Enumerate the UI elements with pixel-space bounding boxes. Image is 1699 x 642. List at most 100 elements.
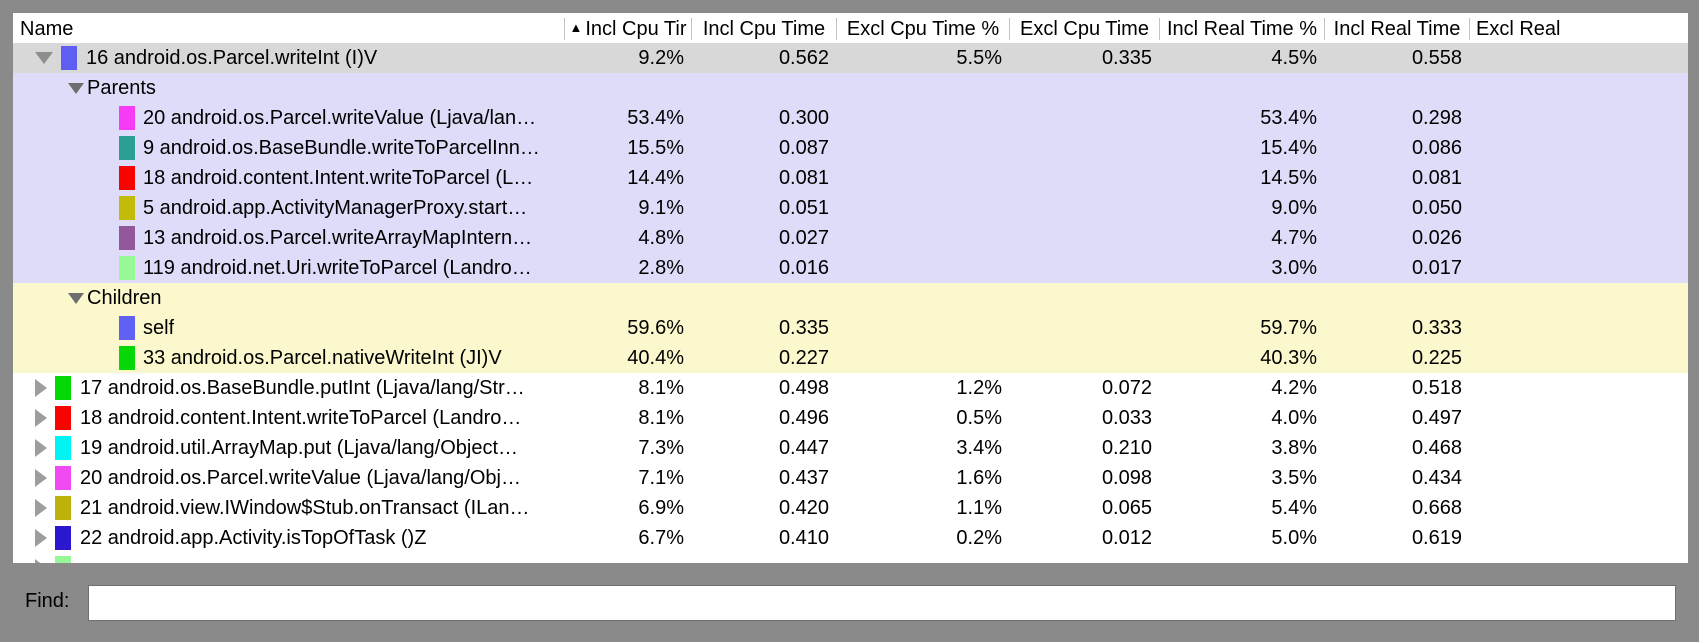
value-cell-excl_cpu_time: 0.033 (1101, 406, 1152, 429)
group-row-children[interactable]: Children (13, 283, 1688, 313)
method-name-label: 119 android.net.Uri.writeToParcel (Landr… (143, 256, 532, 279)
value-cell-incl_real_time: 0.497 (1411, 406, 1462, 429)
column-header-label: Incl Real Time (1333, 18, 1461, 40)
collapse-triangle-icon[interactable] (68, 82, 84, 94)
value-cell-incl_real_pct: 4.0% (1271, 406, 1317, 429)
value-cell-excl_cpu_pct: 1.2% (956, 376, 1002, 399)
expand-triangle-icon[interactable] (35, 529, 47, 547)
value-cell-incl_cpu_pct: 8.1% (638, 406, 684, 429)
method-color-chip (119, 346, 135, 370)
value-cell-incl_real_time: 0.333 (1411, 316, 1462, 339)
value-cell-excl_cpu_pct: 3.4% (956, 436, 1002, 459)
method-name-label: self (143, 316, 175, 339)
expand-triangle-icon[interactable] (35, 469, 47, 487)
table-row[interactable]: 19 android.util.ArrayMap.put (Ljava/lang… (13, 433, 1688, 463)
table-row[interactable]: 18 android.content.Intent.writeToParcel … (13, 403, 1688, 433)
collapse-triangle-icon[interactable] (68, 292, 84, 304)
group-row-parents[interactable]: Parents (13, 73, 1688, 103)
value-cell-incl_cpu_pct: 6.9% (638, 496, 684, 519)
value-cell-incl_real_pct: 4.7% (1271, 226, 1317, 249)
table-row[interactable]: 13 android.os.Parcel.writeArrayMapIntern… (13, 223, 1688, 253)
table-body: 16 android.os.Parcel.writeInt (I)V 9.2% 0.… (13, 43, 1688, 563)
expand-triangle-icon[interactable] (35, 409, 47, 427)
method-name-label: 20 android.os.Parcel.writeValue (Ljava/l… (80, 466, 521, 489)
value-cell-incl_cpu_time: 0.447 (778, 436, 829, 459)
value-cell-incl_real_pct: 3.0% (1271, 256, 1317, 279)
value-cell-incl_real_pct: 9.0% (1271, 196, 1317, 219)
method-color-chip (119, 166, 135, 190)
value-cell-incl_cpu_time: 0.027 (778, 226, 829, 249)
profile-table: Name ▲ Incl Cpu Tir Incl Cpu Time Excl Cpu T… (13, 13, 1688, 563)
table-row[interactable]: 20 android.os.Parcel.writeValue (Ljava/l… (13, 103, 1688, 133)
table-row[interactable]: 5 android.app.ActivityManagerProxy.start… (13, 193, 1688, 223)
column-header-incl_cpu_pct[interactable]: ▲ Incl Cpu Tir (565, 18, 692, 40)
column-header-incl_real_time[interactable]: Incl Real Time (1325, 18, 1470, 40)
value-cell-incl_real_time: 0.298 (1411, 106, 1462, 129)
column-header-incl_real_pct[interactable]: Incl Real Time % (1160, 18, 1325, 40)
find-bar: Find: (0, 585, 1699, 621)
find-label: Find: (25, 590, 70, 612)
column-header-excl_cpu_time[interactable]: Excl Cpu Time (1010, 18, 1160, 40)
method-color-chip (55, 556, 71, 563)
value-cell-incl_real_pct: 3.8% (1271, 436, 1317, 459)
value-cell-incl_real_time: 0.225 (1411, 346, 1462, 369)
value-cell-incl_cpu_time: 0.227 (778, 346, 829, 369)
value-cell-incl_cpu_time: 0.437 (778, 466, 829, 489)
value-cell-incl_cpu_time: 0.300 (778, 106, 829, 129)
method-name-label: 17 android.os.BaseBundle.putInt (Ljava/l… (80, 376, 525, 399)
table-row[interactable] (13, 553, 1688, 563)
value-cell-excl_cpu_pct: 1.6% (956, 466, 1002, 489)
find-input[interactable] (88, 585, 1676, 621)
value-cell-incl_real_pct: 5.4% (1271, 496, 1317, 519)
expand-triangle-icon[interactable] (35, 439, 47, 457)
collapse-triangle-icon[interactable] (35, 52, 53, 64)
value-cell-incl_real_time: 0.518 (1411, 376, 1462, 399)
table-row[interactable]: 20 android.os.Parcel.writeValue (Ljava/l… (13, 463, 1688, 493)
table-row[interactable]: 21 android.view.IWindow$Stub.onTransact … (13, 493, 1688, 523)
method-name-label: 9 android.os.BaseBundle.writeToParcelInn… (143, 136, 540, 159)
value-cell-incl_cpu_time: 0.087 (778, 136, 829, 159)
table-row[interactable]: 16 android.os.Parcel.writeInt (I)V 9.2% 0.… (13, 43, 1688, 73)
method-color-chip (55, 526, 71, 550)
method-color-chip (119, 226, 135, 250)
table-row[interactable]: 9 android.os.BaseBundle.writeToParcelInn… (13, 133, 1688, 163)
value-cell-incl_cpu_time: 0.410 (778, 526, 829, 549)
value-cell-incl_real_pct: 15.4% (1260, 136, 1317, 159)
value-cell-incl_cpu_time: 0.420 (778, 496, 829, 519)
value-cell-excl_cpu_pct: 5.5% (956, 46, 1002, 69)
column-header-incl_cpu_time[interactable]: Incl Cpu Time (692, 18, 837, 40)
column-header-name[interactable]: Name (13, 18, 565, 40)
table-row[interactable]: 119 android.net.Uri.writeToParcel (Landr… (13, 253, 1688, 283)
column-header-label: Excl Cpu Time (1020, 18, 1149, 40)
column-header-label: Incl Real Time % (1166, 18, 1318, 40)
value-cell-excl_cpu_pct: 1.1% (956, 496, 1002, 519)
column-header-label: Incl Cpu Tir (585, 18, 687, 40)
value-cell-incl_cpu_pct: 7.3% (638, 436, 684, 459)
value-cell-incl_cpu_pct: 14.4% (627, 166, 684, 189)
expand-triangle-icon[interactable] (35, 559, 47, 563)
value-cell-incl_real_time: 0.026 (1411, 226, 1462, 249)
value-cell-incl_cpu_time: 0.562 (778, 46, 829, 69)
expand-triangle-icon[interactable] (35, 499, 47, 517)
value-cell-incl_cpu_pct: 40.4% (627, 346, 684, 369)
value-cell-incl_cpu_pct: 6.7% (638, 526, 684, 549)
column-header-excl_real[interactable]: Excl Real (1470, 18, 1688, 40)
group-label: Parents (87, 76, 156, 99)
value-cell-incl_real_pct: 53.4% (1260, 106, 1317, 129)
table-row[interactable]: 22 android.app.Activity.isTopOfTask ()Z 6… (13, 523, 1688, 553)
value-cell-incl_real_pct: 14.5% (1260, 166, 1317, 189)
table-row[interactable]: self 59.6% 0.335 59.7% 0.333 (13, 313, 1688, 343)
value-cell-excl_cpu_time: 0.098 (1101, 466, 1152, 489)
table-row[interactable]: 18 android.content.Intent.writeToParcel … (13, 163, 1688, 193)
table-row[interactable]: 33 android.os.Parcel.nativeWriteInt (JI)… (13, 343, 1688, 373)
value-cell-incl_real_time: 0.668 (1411, 496, 1462, 519)
expand-triangle-icon[interactable] (35, 379, 47, 397)
column-header-label: Incl Cpu Time (702, 18, 826, 40)
sort-ascending-icon: ▲ (569, 20, 583, 35)
column-header-excl_cpu_pct[interactable]: Excl Cpu Time % (837, 18, 1010, 40)
method-color-chip (61, 46, 77, 70)
value-cell-incl_real_time: 0.081 (1411, 166, 1462, 189)
table-row[interactable]: 17 android.os.BaseBundle.putInt (Ljava/l… (13, 373, 1688, 403)
value-cell-incl_cpu_time: 0.016 (778, 256, 829, 279)
